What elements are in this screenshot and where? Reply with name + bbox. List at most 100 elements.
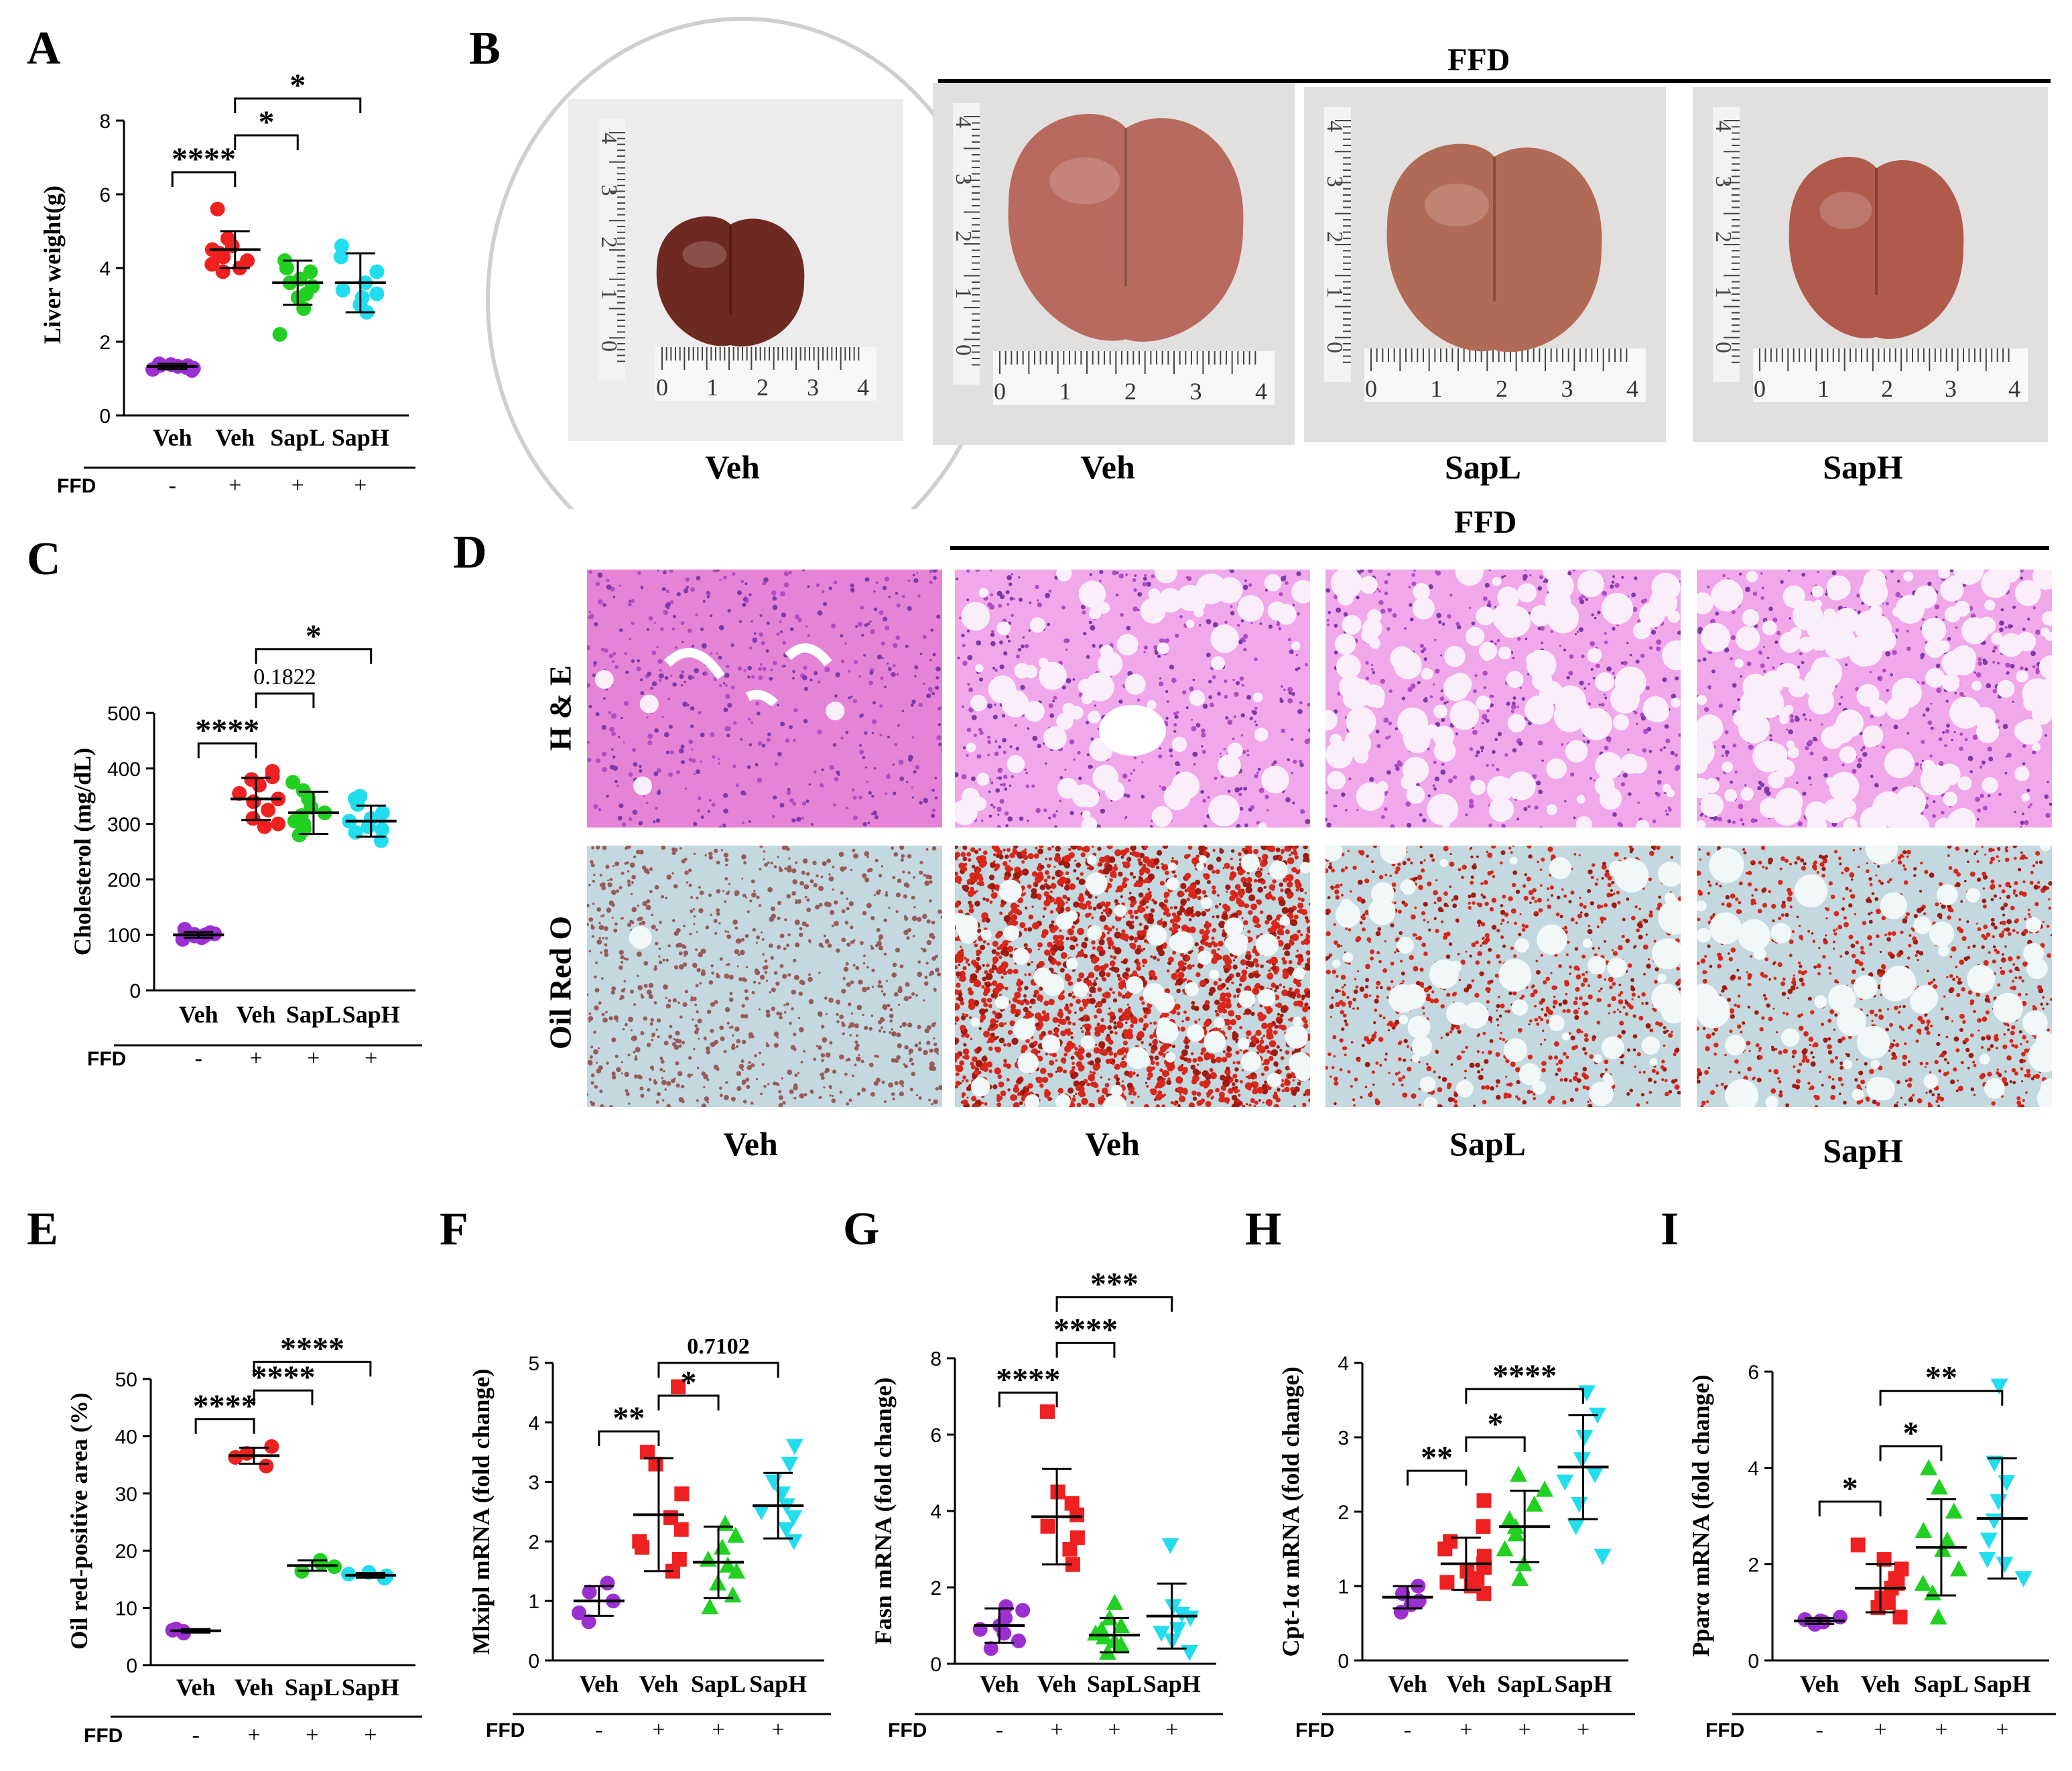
histology-nucleus (1678, 733, 1681, 737)
histology-vacuole (1632, 621, 1651, 640)
histology-nucleus (1179, 614, 1183, 618)
histology-nucleus (669, 750, 674, 755)
lipid-droplet (730, 1096, 736, 1102)
histology-nucleus (1112, 570, 1117, 576)
histology-nucleus (1281, 576, 1287, 582)
histology-nucleus (1665, 738, 1671, 744)
lipid-droplet (779, 933, 785, 939)
histology-nucleus (1334, 650, 1338, 655)
histology-nucleus (621, 716, 623, 720)
histology-nucleus (1224, 620, 1228, 625)
lipid-droplet (703, 1073, 708, 1079)
histology-nucleus (1987, 794, 1991, 797)
lipid-droplet (742, 1100, 747, 1104)
histology-nucleus (1732, 683, 1737, 688)
histology-nucleus (747, 718, 751, 721)
lipid-droplet (673, 931, 679, 936)
histology-nucleus (896, 603, 901, 608)
histology-nucleus (1086, 720, 1090, 724)
histology-nucleus (1325, 817, 1328, 822)
histology-nucleus (1052, 813, 1057, 818)
histology-nucleus (1537, 627, 1541, 631)
lipid-droplet (763, 858, 765, 860)
histology-nucleus (1455, 732, 1459, 736)
lipid-droplet (725, 863, 728, 866)
lipid-droplet (752, 927, 757, 932)
lipid-droplet (729, 992, 733, 996)
panel-b-caption-veh: Veh (705, 448, 760, 486)
histology-nucleus (1489, 703, 1494, 708)
ruler-number: 0 (1365, 375, 1377, 402)
histology-nucleus (610, 586, 615, 592)
lipid-droplet (758, 904, 762, 907)
histology-nucleus (923, 797, 929, 803)
ruler-number: 2 (596, 237, 621, 248)
histology-nucleus (1745, 586, 1750, 592)
lipid-droplet (864, 1025, 868, 1030)
histology-nucleus (803, 665, 807, 670)
histology-nucleus (694, 667, 700, 673)
lipid-droplet (633, 1050, 636, 1054)
lipid-droplet (736, 1045, 738, 1048)
histology-nucleus (659, 669, 662, 672)
histology-vacuole (1354, 748, 1369, 764)
histology-nucleus (1440, 690, 1443, 693)
histology-nucleus (716, 652, 718, 655)
lipid-droplet (597, 1047, 600, 1050)
histology-nucleus (2014, 810, 2016, 813)
histology-nucleus (1159, 785, 1161, 787)
histology-vacuole (1746, 570, 1758, 582)
histology-nucleus (1636, 722, 1638, 726)
histology-nucleus (1474, 674, 1478, 677)
lipid-droplet (693, 915, 696, 918)
histology-nucleus (1242, 750, 1246, 755)
histology-nucleus (1663, 746, 1667, 749)
histology-nucleus (738, 620, 742, 623)
histology-vacuole (975, 663, 984, 673)
histology-vacuole (1996, 679, 2015, 698)
histology-nucleus (1722, 755, 1724, 757)
histology-nucleus (1517, 637, 1521, 641)
histology-nucleus (1003, 651, 1008, 656)
lipid-droplet (684, 857, 688, 861)
histology-nucleus (1886, 689, 1889, 692)
histology-nucleus (1977, 818, 1980, 821)
histology-nucleus (667, 698, 670, 701)
histology-vacuole (1991, 632, 2004, 645)
lipid-droplet (605, 937, 608, 940)
histology-nucleus (684, 787, 688, 790)
histology-nucleus (1081, 604, 1086, 610)
histology-content (587, 846, 942, 1107)
lipid-droplet (667, 944, 671, 947)
histology-nucleus (1189, 686, 1194, 692)
lipid-droplet (616, 1020, 619, 1023)
histology-nucleus (1369, 777, 1374, 782)
histology-nucleus (898, 759, 904, 765)
lipid-droplet (698, 908, 704, 913)
lipid-droplet (878, 889, 881, 893)
lipid-droplet (785, 847, 790, 851)
histology-nucleus (1159, 638, 1164, 643)
histology-nucleus (1380, 608, 1386, 614)
lipid-droplet (799, 927, 803, 931)
lipid-droplet (844, 866, 847, 870)
lipid-droplet (627, 1053, 631, 1057)
histology-nucleus (1239, 787, 1243, 791)
panel-d-histology-canvas (587, 570, 2052, 1107)
histology-nucleus (1927, 720, 1933, 726)
lipid-droplet (905, 982, 910, 987)
histology-vacuole (1455, 570, 1484, 586)
histology-nucleus (587, 740, 590, 744)
histology-vacuole (988, 675, 1017, 704)
histology-vacuole (1082, 810, 1091, 819)
lipid-droplet (891, 1058, 896, 1063)
histology-nucleus (1569, 772, 1575, 777)
histology-nucleus (992, 805, 996, 809)
histology-nucleus (1621, 576, 1624, 579)
histology-vacuole (1742, 673, 1768, 700)
histology-nucleus (587, 683, 591, 688)
histology-nucleus (914, 675, 917, 677)
histology-nucleus (612, 596, 616, 598)
lipid-droplet (915, 994, 919, 997)
lipid-droplet (637, 985, 643, 990)
